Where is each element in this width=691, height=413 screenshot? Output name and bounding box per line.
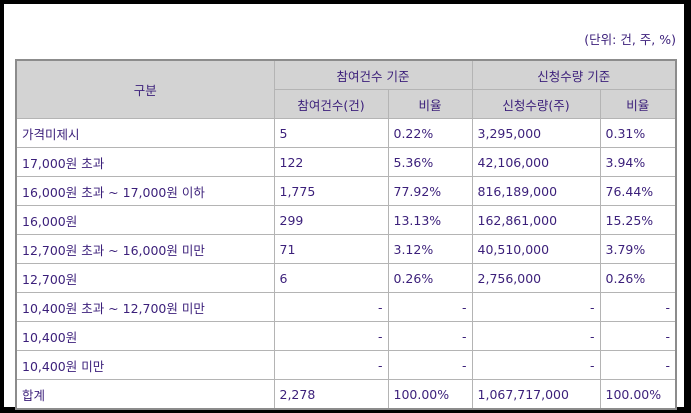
cell-count-ratio: 13.13% <box>387 205 473 235</box>
cell-count-ratio: - <box>387 350 473 380</box>
table-row: 10,400원 미만 - - - - <box>15 350 677 380</box>
header-count: 참여건수(건) <box>273 89 389 119</box>
unit-note: (단위: 건, 주, %) <box>584 32 676 47</box>
table-row: 17,000원 초과 122 5.36% 42,106,000 3.94% <box>15 147 677 177</box>
cell-category: 합계 <box>15 379 275 410</box>
cell-quantity-ratio: - <box>599 321 677 351</box>
cell-quantity: 162,861,000 <box>471 205 601 235</box>
cell-count: 1,775 <box>273 176 389 206</box>
header-ratio-quantity: 비율 <box>599 89 677 119</box>
cell-count-ratio: 77.92% <box>387 176 473 206</box>
cell-category: 12,700원 <box>15 263 275 293</box>
cell-count-ratio: 0.22% <box>387 118 473 148</box>
cell-quantity: 40,510,000 <box>471 234 601 264</box>
cell-quantity: - <box>471 292 601 322</box>
header-group-quantity: 신청수량 기준 <box>471 59 677 90</box>
subscription-table: 구분 참여건수 기준 신청수량 기준 참여건수(건) 비율 신청수량(주) 비율… <box>15 59 678 410</box>
cell-count-ratio: - <box>387 292 473 322</box>
cell-quantity-ratio: 0.31% <box>599 118 677 148</box>
table-body: 가격미제시 5 0.22% 3,295,000 0.31% 17,000원 초과 122 5.… <box>15 118 677 410</box>
cell-category: 16,000원 초과 ~ 17,000원 이하 <box>15 176 275 206</box>
cell-category: 17,000원 초과 <box>15 147 275 177</box>
table-row: 10,400원 초과 ~ 12,700원 미만 - - - - <box>15 292 677 322</box>
cell-quantity: 1,067,717,000 <box>471 379 601 410</box>
table-row: 12,700원 초과 ~ 16,000원 미만 71 3.12% 40,510,000… <box>15 234 677 264</box>
cell-quantity-ratio: 0.26% <box>599 263 677 293</box>
header-category: 구분 <box>15 59 275 119</box>
cell-quantity: 2,756,000 <box>471 263 601 293</box>
cell-count-ratio: 3.12% <box>387 234 473 264</box>
cell-count: 5 <box>273 118 389 148</box>
table-row: 16,000원 초과 ~ 17,000원 이하 1,775 77.92% 816,18… <box>15 176 677 206</box>
cell-quantity-ratio: 3.94% <box>599 147 677 177</box>
cell-count: 299 <box>273 205 389 235</box>
cell-count-ratio: 100.00% <box>387 379 473 410</box>
table-row: 16,000원 299 13.13% 162,861,000 15.25% <box>15 205 677 235</box>
document-frame: (단위: 건, 주, %) 구분 참여건수 기준 신청수량 기준 참여건수(건)… <box>4 4 684 410</box>
cell-count-ratio: 5.36% <box>387 147 473 177</box>
header-quantity: 신청수량(주) <box>471 89 601 119</box>
header-group-count: 참여건수 기준 <box>273 59 473 90</box>
cell-count: - <box>273 350 389 380</box>
header-ratio-count: 비율 <box>387 89 473 119</box>
cell-count: 71 <box>273 234 389 264</box>
cell-count: - <box>273 292 389 322</box>
cell-category: 12,700원 초과 ~ 16,000원 미만 <box>15 234 275 264</box>
table-row: 10,400원 - - - - <box>15 321 677 351</box>
cell-count-ratio: - <box>387 321 473 351</box>
cell-category: 10,400원 초과 ~ 12,700원 미만 <box>15 292 275 322</box>
table-row: 12,700원 6 0.26% 2,756,000 0.26% <box>15 263 677 293</box>
cell-count: 122 <box>273 147 389 177</box>
cell-quantity-ratio: 3.79% <box>599 234 677 264</box>
cell-quantity: 816,189,000 <box>471 176 601 206</box>
cell-count: 2,278 <box>273 379 389 410</box>
cell-category: 16,000원 <box>15 205 275 235</box>
cell-count: - <box>273 321 389 351</box>
cell-category: 가격미제시 <box>15 118 275 148</box>
cell-quantity: 3,295,000 <box>471 118 601 148</box>
table-row: 합계 2,278 100.00% 1,067,717,000 100.00% <box>15 379 677 410</box>
cell-quantity-ratio: 76.44% <box>599 176 677 206</box>
cell-quantity-ratio: 15.25% <box>599 205 677 235</box>
cell-quantity-ratio: - <box>599 292 677 322</box>
cell-count-ratio: 0.26% <box>387 263 473 293</box>
cell-quantity-ratio: - <box>599 350 677 380</box>
table-row: 가격미제시 5 0.22% 3,295,000 0.31% <box>15 118 677 148</box>
cell-quantity: - <box>471 350 601 380</box>
cell-category: 10,400원 <box>15 321 275 351</box>
cell-quantity-ratio: 100.00% <box>599 379 677 410</box>
cell-count: 6 <box>273 263 389 293</box>
cell-quantity: - <box>471 321 601 351</box>
cell-category: 10,400원 미만 <box>15 350 275 380</box>
cell-quantity: 42,106,000 <box>471 147 601 177</box>
